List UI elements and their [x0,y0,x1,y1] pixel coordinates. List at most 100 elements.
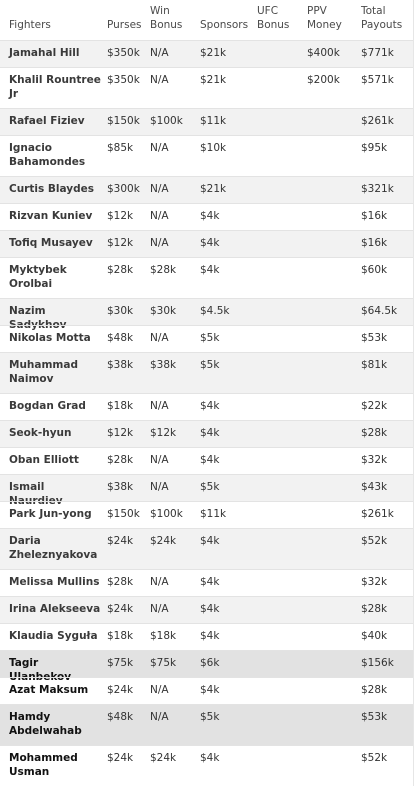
cell-total: $40k [361,630,388,642]
cell-win: N/A [150,684,169,696]
table-row: Tagir Ulanbekov $75k $75k $6k $156k [0,650,413,683]
cell-purse: $38k [107,481,134,493]
table-row: Klaudia Syguła $18k $18k $4k $40k [0,623,413,650]
cell-win: $30k [150,305,177,317]
cell-purse: $350k [107,47,140,59]
cell-total: $53k [361,711,388,723]
cell-win: N/A [150,576,169,588]
cell-name: Azat Maksum [9,684,89,696]
cell-total: $156k [361,657,394,669]
cell-total: $64.5k [361,305,398,317]
cell-win: N/A [150,332,169,344]
cell-win: N/A [150,454,169,466]
cell-purse: $18k [107,630,134,642]
cell-total: $771k [361,47,394,59]
cell-purse: $28k [107,454,134,466]
cell-name: Oban Elliott [9,454,79,466]
cell-purse: $48k [107,332,134,344]
cell-win: N/A [150,142,169,154]
cell-name: Nikolas Motta [9,332,91,344]
cell-purse: $24k [107,603,134,615]
table-row: Oban Elliott $28k N/A $4k $32k [0,447,413,474]
cell-name: Curtis Blaydes [9,183,94,195]
cell-name: Rizvan Kuniev [9,210,93,222]
cell-total: $28k [361,427,388,439]
cell-total: $95k [361,142,388,154]
table-row: Curtis Blaydes $300k N/A $21k $321k [0,176,413,203]
header-ppv-money: PPV Money [307,5,342,31]
cell-purse: $24k [107,535,134,547]
cell-sponsors: $5k [200,332,220,344]
cell-name: Ignacio Bahamondes [9,142,86,168]
cell-win: N/A [150,711,169,723]
cell-sponsors: $4k [200,400,220,412]
cell-purse: $150k [107,115,140,127]
header-total-payouts: Total Payouts [361,5,403,31]
table-row: Ignacio Bahamondes $85k N/A $10k $95k [0,135,413,176]
cell-total: $81k [361,359,388,371]
table-row: Rizvan Kuniev $12k N/A $4k $16k [0,203,413,230]
cell-win: N/A [150,210,169,222]
table-row: Azat Maksum $24k N/A $4k $28k [0,677,413,704]
cell-sponsors: $5k [200,711,220,723]
cell-ppv: $200k [307,74,340,86]
table-row: Seok-hyun $12k $12k $4k $28k [0,420,413,447]
cell-purse: $350k [107,74,140,86]
cell-ppv: $400k [307,47,340,59]
cell-name: Melissa Mullins [9,576,100,588]
table-row: Hamdy Abdelwahab $48k N/A $5k $53k [0,704,413,745]
cell-name: Jamahal Hill [9,47,80,59]
header-win-bonus: Win Bonus [150,5,183,31]
cell-purse: $30k [107,305,134,317]
cell-win: $24k [150,535,177,547]
cell-sponsors: $21k [200,183,227,195]
table-row: Tofiq Musayev $12k N/A $4k $16k [0,230,413,257]
cell-total: $28k [361,684,388,696]
cell-purse: $28k [107,576,134,588]
cell-sponsors: $21k [200,47,227,59]
cell-sponsors: $4k [200,576,220,588]
cell-sponsors: $4k [200,237,220,249]
cell-purse: $18k [107,400,134,412]
cell-win: N/A [150,481,169,493]
cell-win: N/A [150,237,169,249]
table-row: Bogdan Grad $18k N/A $4k $22k [0,393,413,420]
header-purses: Purses [107,19,142,31]
cell-total: $28k [361,603,388,615]
table-row: Ismail Naurdiev $38k N/A $5k $43k [0,474,413,507]
cell-purse: $38k [107,359,134,371]
cell-purse: $85k [107,142,134,154]
cell-name: Mohammed Usman [9,752,78,778]
table-row: Park Jun-yong $150k $100k $11k $261k [0,501,413,528]
cell-purse: $28k [107,264,134,276]
cell-total: $16k [361,237,388,249]
cell-sponsors: $4k [200,264,220,276]
cell-win: $28k [150,264,177,276]
cell-sponsors: $4.5k [200,305,230,317]
cell-win: N/A [150,183,169,195]
cell-name: Bogdan Grad [9,400,86,412]
cell-sponsors: $4k [200,535,220,547]
cell-sponsors: $4k [200,603,220,615]
cell-name: Hamdy Abdelwahab [9,711,82,737]
cell-total: $52k [361,752,388,764]
cell-total: $16k [361,210,388,222]
cell-total: $22k [361,400,388,412]
cell-total: $43k [361,481,388,493]
cell-total: $60k [361,264,388,276]
cell-sponsors: $10k [200,142,227,154]
table-row: Melissa Mullins $28k N/A $4k $32k [0,569,413,596]
cell-name: Muhammad Naimov [9,359,78,385]
cell-purse: $150k [107,508,140,520]
cell-win: N/A [150,74,169,86]
cell-win: $100k [150,115,183,127]
cell-total: $261k [361,508,394,520]
cell-total: $321k [361,183,394,195]
cell-win: $38k [150,359,177,371]
cell-total: $32k [361,576,388,588]
header-ufc-bonus: UFC Bonus [257,5,290,31]
table-row: Jamahal Hill $350k N/A $21k $400k $771k [0,40,413,67]
cell-name: Park Jun-yong [9,508,92,520]
cell-sponsors: $5k [200,359,220,371]
